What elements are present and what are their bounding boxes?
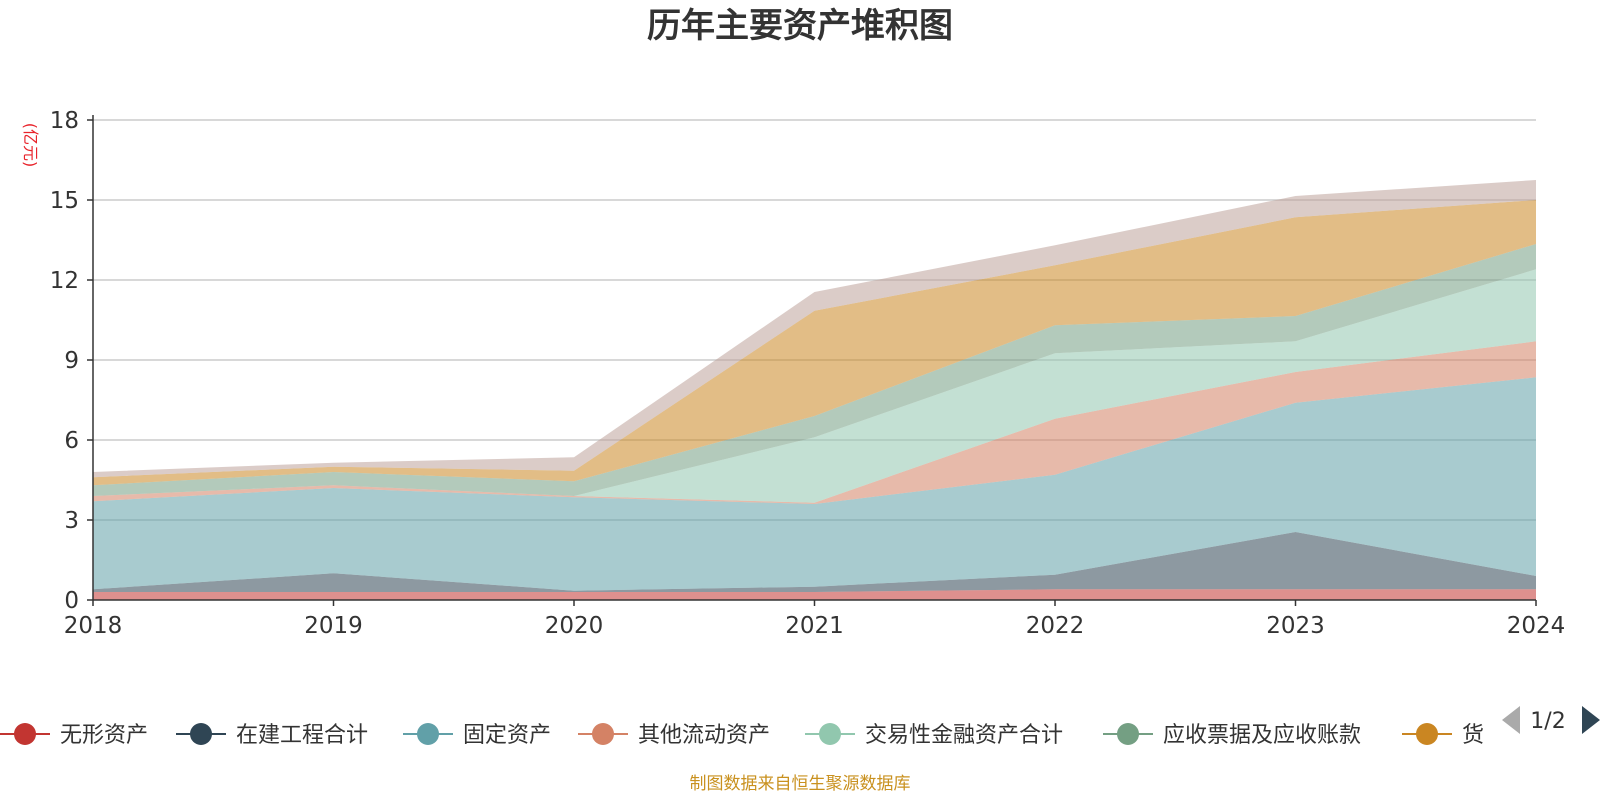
y-tick-label: 18 bbox=[50, 108, 79, 134]
legend-label: 应收票据及应收账款 bbox=[1163, 723, 1361, 748]
legend-circle-icon bbox=[417, 723, 439, 745]
legend-label: 在建工程合计 bbox=[236, 723, 368, 748]
y-tick-label: 0 bbox=[64, 588, 79, 614]
legend-item[interactable]: 交易性金融资产合计 bbox=[805, 723, 1063, 748]
legend-prev-arrow-icon[interactable] bbox=[1502, 706, 1520, 734]
x-tick-labels: 2018 2019 2020 2021 2022 2023 2024 bbox=[64, 600, 1566, 639]
legend-page-indicator: 1/2 bbox=[1530, 709, 1565, 734]
legend-circle-icon bbox=[190, 723, 212, 745]
legend-item[interactable]: 无形资产 bbox=[0, 723, 148, 748]
x-tick-label: 2023 bbox=[1266, 613, 1325, 639]
x-tick-label: 2020 bbox=[545, 613, 604, 639]
area-series-2 bbox=[93, 532, 1536, 592]
legend-item[interactable]: 其他流动资产 bbox=[578, 723, 770, 748]
area-series-7 bbox=[93, 200, 1536, 486]
legend-label: 交易性金融资产合计 bbox=[865, 723, 1063, 748]
area-series-1 bbox=[93, 589, 1536, 600]
legend-pager: 1/2 bbox=[1502, 706, 1600, 734]
legend-item[interactable]: 在建工程合计 bbox=[176, 723, 368, 748]
x-tick-label: 2018 bbox=[64, 613, 123, 639]
legend-next-arrow-icon[interactable] bbox=[1582, 706, 1600, 734]
y-axis-unit-label: (亿元) bbox=[21, 123, 40, 168]
y-tick-label: 6 bbox=[64, 428, 79, 454]
data-source-note: 制图数据来自恒生聚源数据库 bbox=[690, 774, 911, 794]
legend-label: 固定资产 bbox=[463, 723, 551, 748]
legend-circle-icon bbox=[819, 723, 841, 745]
legend-circle-icon bbox=[592, 723, 614, 745]
y-tick-label: 3 bbox=[64, 508, 79, 534]
x-tick-label: 2024 bbox=[1507, 613, 1566, 639]
y-tick-label: 12 bbox=[50, 268, 79, 294]
y-tick-labels: 0 3 6 9 12 15 18 bbox=[50, 108, 79, 614]
x-tick-label: 2019 bbox=[304, 613, 363, 639]
legend-label: 货 bbox=[1462, 723, 1484, 748]
y-tick-label: 15 bbox=[50, 188, 79, 214]
legend-label: 其他流动资产 bbox=[638, 723, 770, 748]
legend-circle-icon bbox=[14, 723, 36, 745]
legend-label: 无形资产 bbox=[60, 723, 148, 748]
y-tick-label: 9 bbox=[64, 348, 79, 374]
area-series-5 bbox=[93, 269, 1536, 503]
legend-circle-icon bbox=[1117, 723, 1139, 745]
area-series-3 bbox=[93, 377, 1536, 591]
area-series-8 bbox=[93, 180, 1536, 478]
legend-circle-icon bbox=[1416, 723, 1438, 745]
chart-title: 历年主要资产堆积图 bbox=[647, 6, 953, 46]
x-tick-label: 2021 bbox=[785, 613, 844, 639]
legend-item[interactable]: 应收票据及应收账款 bbox=[1103, 723, 1361, 748]
legend: 无形资产 在建工程合计 固定资产 其他流动资产 交易性金融资产合计 应收票据及应收账款 货 bbox=[0, 723, 1484, 748]
legend-item[interactable]: 货 bbox=[1402, 723, 1484, 748]
x-tick-label: 2022 bbox=[1026, 613, 1085, 639]
area-series bbox=[93, 180, 1536, 600]
legend-item[interactable]: 固定资产 bbox=[403, 723, 551, 748]
